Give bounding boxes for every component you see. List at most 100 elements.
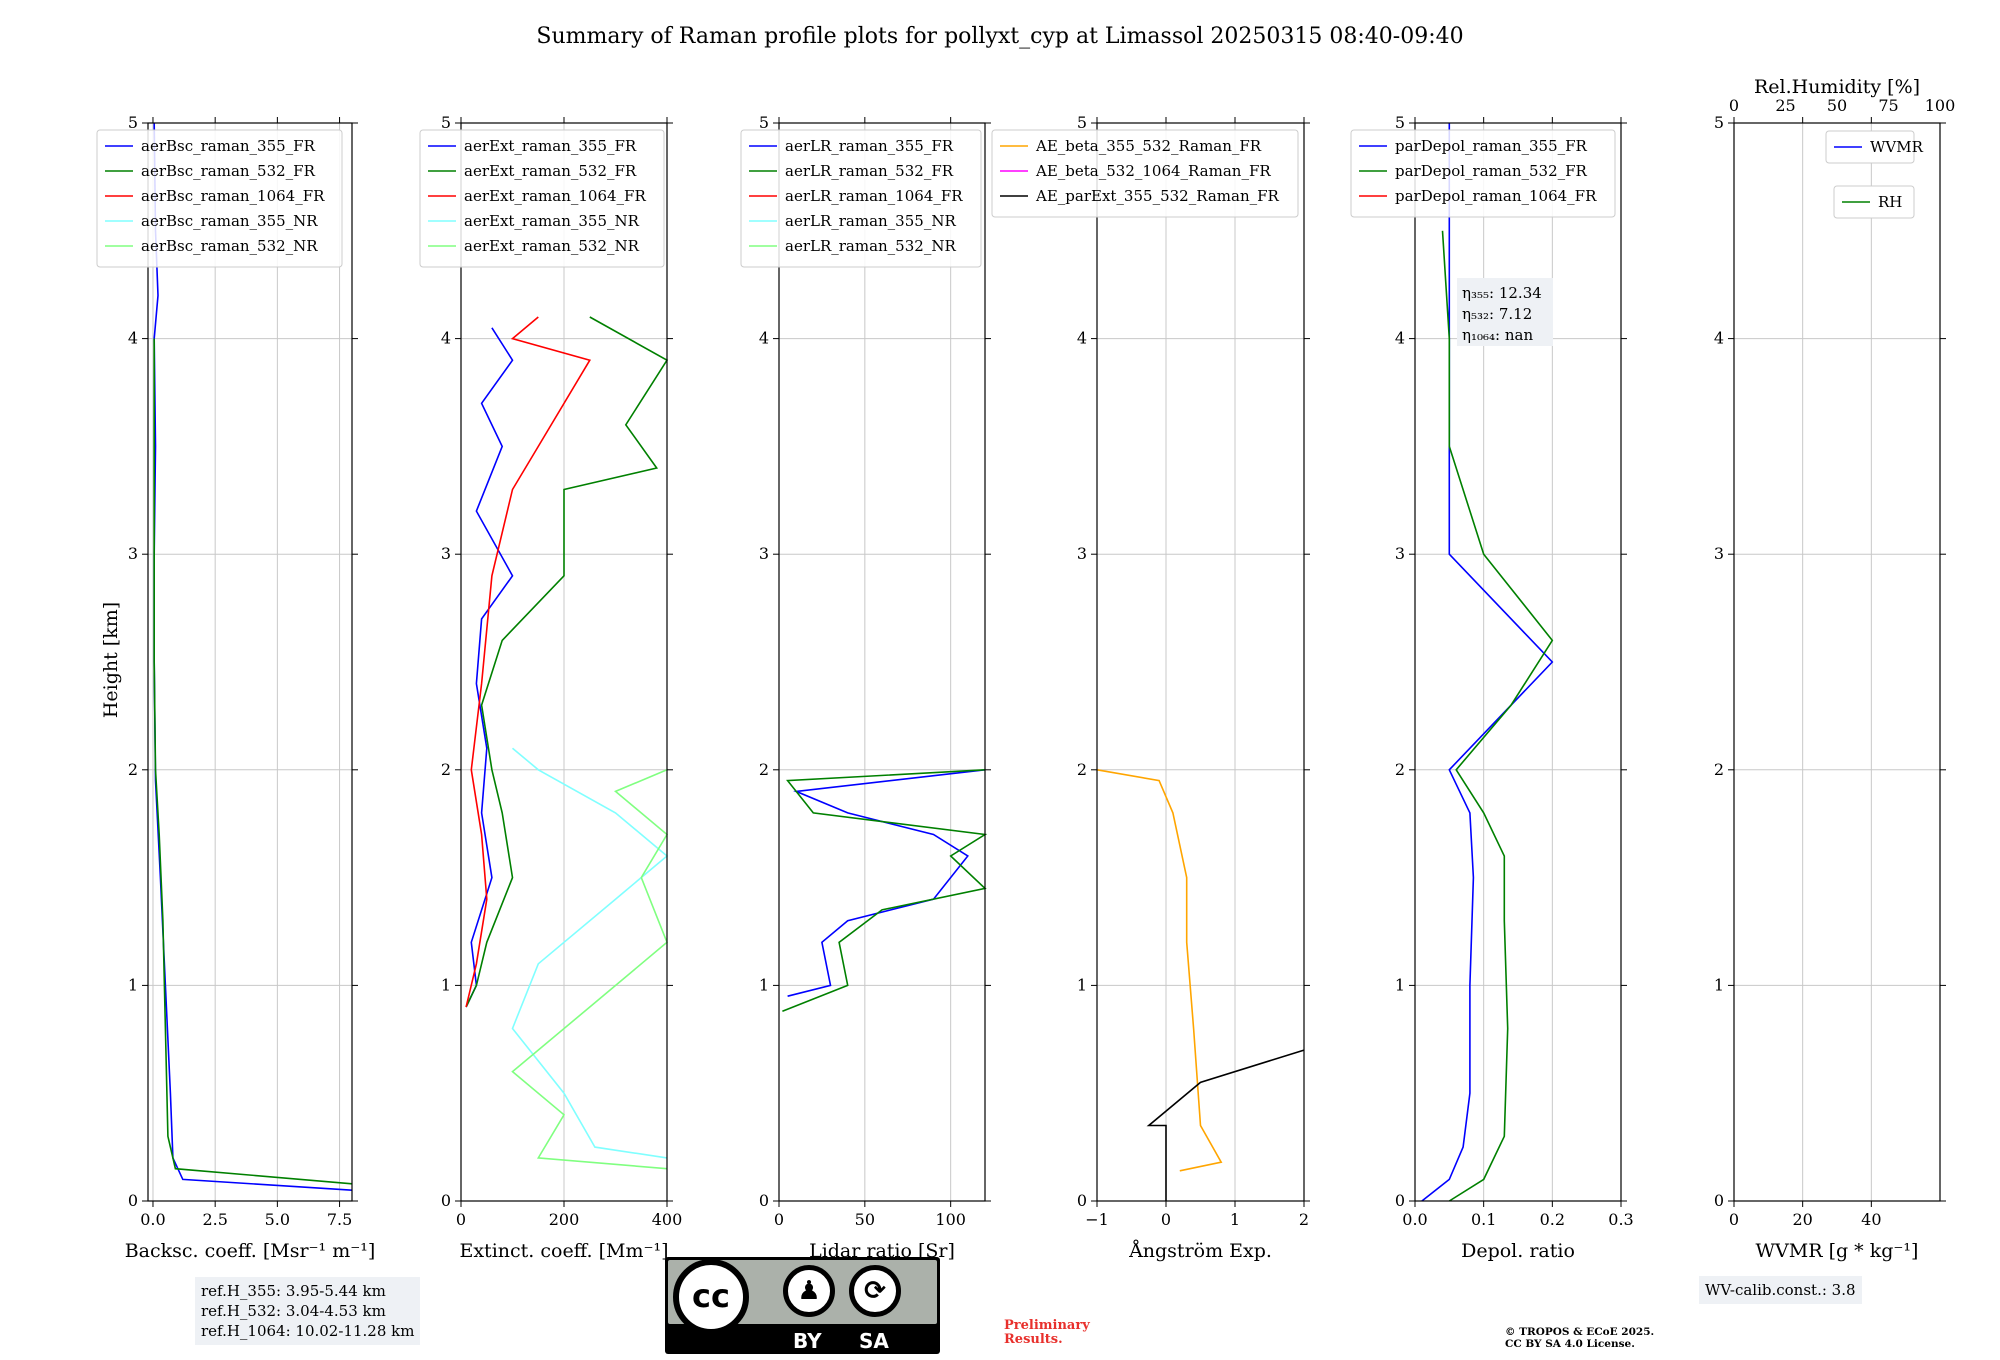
y-tick-label: 2 xyxy=(1714,760,1724,779)
y-tick-label: 4 xyxy=(128,329,138,348)
y-axis-label: Height [km] xyxy=(100,602,122,718)
legend-box xyxy=(419,129,665,268)
x-tick-label: 100 xyxy=(935,1210,966,1229)
y-tick-label: 4 xyxy=(1395,329,1405,348)
y-tick-label: 5 xyxy=(441,113,451,132)
y-tick-label: 1 xyxy=(759,975,769,994)
legend-label: aerExt_raman_532_FR xyxy=(464,162,637,180)
legend-label: RH xyxy=(1878,193,1902,211)
x-axis-label: WVMR [g * kg⁻¹] xyxy=(1756,1240,1919,1262)
y-tick-label: 4 xyxy=(759,329,769,348)
top-axis-label: Rel.Humidity [%] xyxy=(1754,76,1920,98)
y-tick-label: 4 xyxy=(441,329,451,348)
y-tick-label: 0 xyxy=(759,1191,769,1210)
x-axis-label: Lidar ratio [Sr] xyxy=(809,1240,955,1262)
legend-box xyxy=(1350,129,1616,218)
reference-height-box: ref.H_355: 3.95-5.44 km ref.H_532: 3.04-… xyxy=(195,1277,421,1345)
x-tick-label: 1 xyxy=(1230,1210,1240,1229)
legend-box xyxy=(740,129,982,268)
legend-label: AE_parExt_355_532_Raman_FR xyxy=(1035,187,1280,205)
y-tick-label: 3 xyxy=(1714,544,1724,563)
legend: aerExt_raman_355_FR aerExt_raman_532_FRae… xyxy=(419,129,665,268)
axes-frame xyxy=(778,122,986,1202)
y-tick-label: 2 xyxy=(128,760,138,779)
x-axis-label: Backsc. coeff. [Msr⁻¹ m⁻¹] xyxy=(125,1240,376,1262)
series-AE_beta_355_532_Raman_FR xyxy=(1096,769,1223,1172)
legend-label: aerLR_raman_1064_FR xyxy=(785,187,963,205)
top-tick-label: 100 xyxy=(1925,96,1956,115)
refh-355: ref.H_355: 3.95-5.44 km xyxy=(201,1282,386,1300)
legend-label: aerBsc_raman_1064_FR xyxy=(141,187,325,205)
x-tick-label: 20 xyxy=(1792,1210,1812,1229)
legend-label: aerBsc_raman_355_FR xyxy=(141,137,316,155)
y-tick-label: 0 xyxy=(1714,1191,1724,1210)
axes-frame xyxy=(1096,122,1305,1202)
legend-label: aerLR_raman_355_NR xyxy=(785,212,956,230)
panel-lidar_ratio: 0 50 100 0 1 2 3 4 5 Lidar ratio [Sr] aerLR_raman_… xyxy=(740,113,991,1262)
x-tick-label: 0 xyxy=(456,1210,466,1229)
x-tick-label: 0 xyxy=(1729,1210,1739,1229)
y-tick-label: 1 xyxy=(441,975,451,994)
axes-frame xyxy=(147,122,353,1202)
y-tick-label: 2 xyxy=(441,760,451,779)
series-aerExt_raman_355_FR xyxy=(465,327,514,1008)
y-tick-label: 2 xyxy=(1395,760,1405,779)
legend-box xyxy=(991,129,1299,218)
y-tick-label: 3 xyxy=(441,544,451,563)
eta-box xyxy=(1457,278,1553,346)
share-alike-icon: ⟳ xyxy=(849,1265,901,1317)
legend-label: aerExt_raman_1064_FR xyxy=(464,187,646,205)
legend: aerLR_raman_355_FR aerLR_raman_532_FR aerL… xyxy=(740,129,982,268)
y-tick-label: 5 xyxy=(1714,113,1724,132)
legend-label: parDepol_raman_1064_FR xyxy=(1395,187,1597,205)
preliminary-line-1: Preliminary xyxy=(1004,1318,1090,1333)
y-tick-label: 5 xyxy=(1077,113,1087,132)
eta-line: η₁₀₆₄: nan xyxy=(1462,326,1533,344)
wv-calib-box: WV-calib.const.: 3.8 xyxy=(1699,1276,1862,1304)
preliminary-note: Preliminary Results. xyxy=(1004,1319,1090,1347)
x-tick-label: 0.0 xyxy=(140,1210,165,1229)
y-tick-label: 3 xyxy=(759,544,769,563)
refh-1064: ref.H_1064: 10.02-11.28 km xyxy=(201,1322,415,1340)
panel-depol: 0.0 0.1 0.2 0.3 0 1 2 3 4 5 Depol. ratio parDepol_r… xyxy=(1350,113,1634,1262)
axes-frame xyxy=(1414,122,1622,1202)
y-tick-label: 3 xyxy=(1077,544,1087,563)
x-tick-label: 0.2 xyxy=(1540,1210,1565,1229)
legend-label: parDepol_raman_532_FR xyxy=(1395,162,1588,180)
x-tick-label: 2.5 xyxy=(202,1210,227,1229)
legend-box xyxy=(1825,130,1915,164)
x-tick-label: 7.5 xyxy=(327,1210,352,1229)
eta-line: η₅₃₂: 7.12 xyxy=(1462,305,1532,323)
x-tick-label: 0.3 xyxy=(1608,1210,1633,1229)
legend-box xyxy=(1833,185,1915,219)
top-tick-label: 50 xyxy=(1827,96,1847,115)
y-tick-label: 2 xyxy=(759,760,769,779)
x-axis-label: Ångström Exp. xyxy=(1128,1240,1272,1262)
y-tick-label: 4 xyxy=(1077,329,1087,348)
cc-logo: cc xyxy=(673,1259,749,1335)
legend-label: AE_beta_532_1064_Raman_FR xyxy=(1035,162,1271,180)
legend: WVMR RH xyxy=(1825,130,1924,219)
x-tick-label: 0.0 xyxy=(1402,1210,1427,1229)
series-AE_parExt_355_532_Raman_FR xyxy=(1146,1049,1305,1201)
copyright-note: © TROPOS & ECoE 2025. CC BY SA 4.0 Licen… xyxy=(1505,1326,1654,1350)
x-tick-label: 200 xyxy=(549,1210,580,1229)
legend: AE_beta_355_532_Raman_FR AE_beta_532_1064… xyxy=(991,129,1299,218)
y-tick-label: 5 xyxy=(128,113,138,132)
preliminary-line-2: Results. xyxy=(1004,1332,1063,1347)
legend-label: aerExt_raman_355_FR xyxy=(464,137,637,155)
x-tick-label: 50 xyxy=(855,1210,875,1229)
y-tick-label: 3 xyxy=(128,544,138,563)
legend-label: aerLR_raman_355_FR xyxy=(785,137,954,155)
x-tick-label: 2 xyxy=(1299,1210,1309,1229)
top-tick-label: 75 xyxy=(1878,96,1898,115)
series-aerExt_raman_532_FR xyxy=(465,316,669,1008)
y-tick-label: 3 xyxy=(1395,544,1405,563)
legend-label: aerLR_raman_532_FR xyxy=(785,162,954,180)
y-tick-label: 0 xyxy=(128,1191,138,1210)
y-tick-label: 2 xyxy=(1077,760,1087,779)
series-aerLR_raman_355_FR xyxy=(787,769,986,997)
legend-label: aerBsc_raman_532_NR xyxy=(141,237,318,255)
x-tick-label: 0 xyxy=(1161,1210,1171,1229)
legend-label: aerBsc_raman_532_FR xyxy=(141,162,316,180)
